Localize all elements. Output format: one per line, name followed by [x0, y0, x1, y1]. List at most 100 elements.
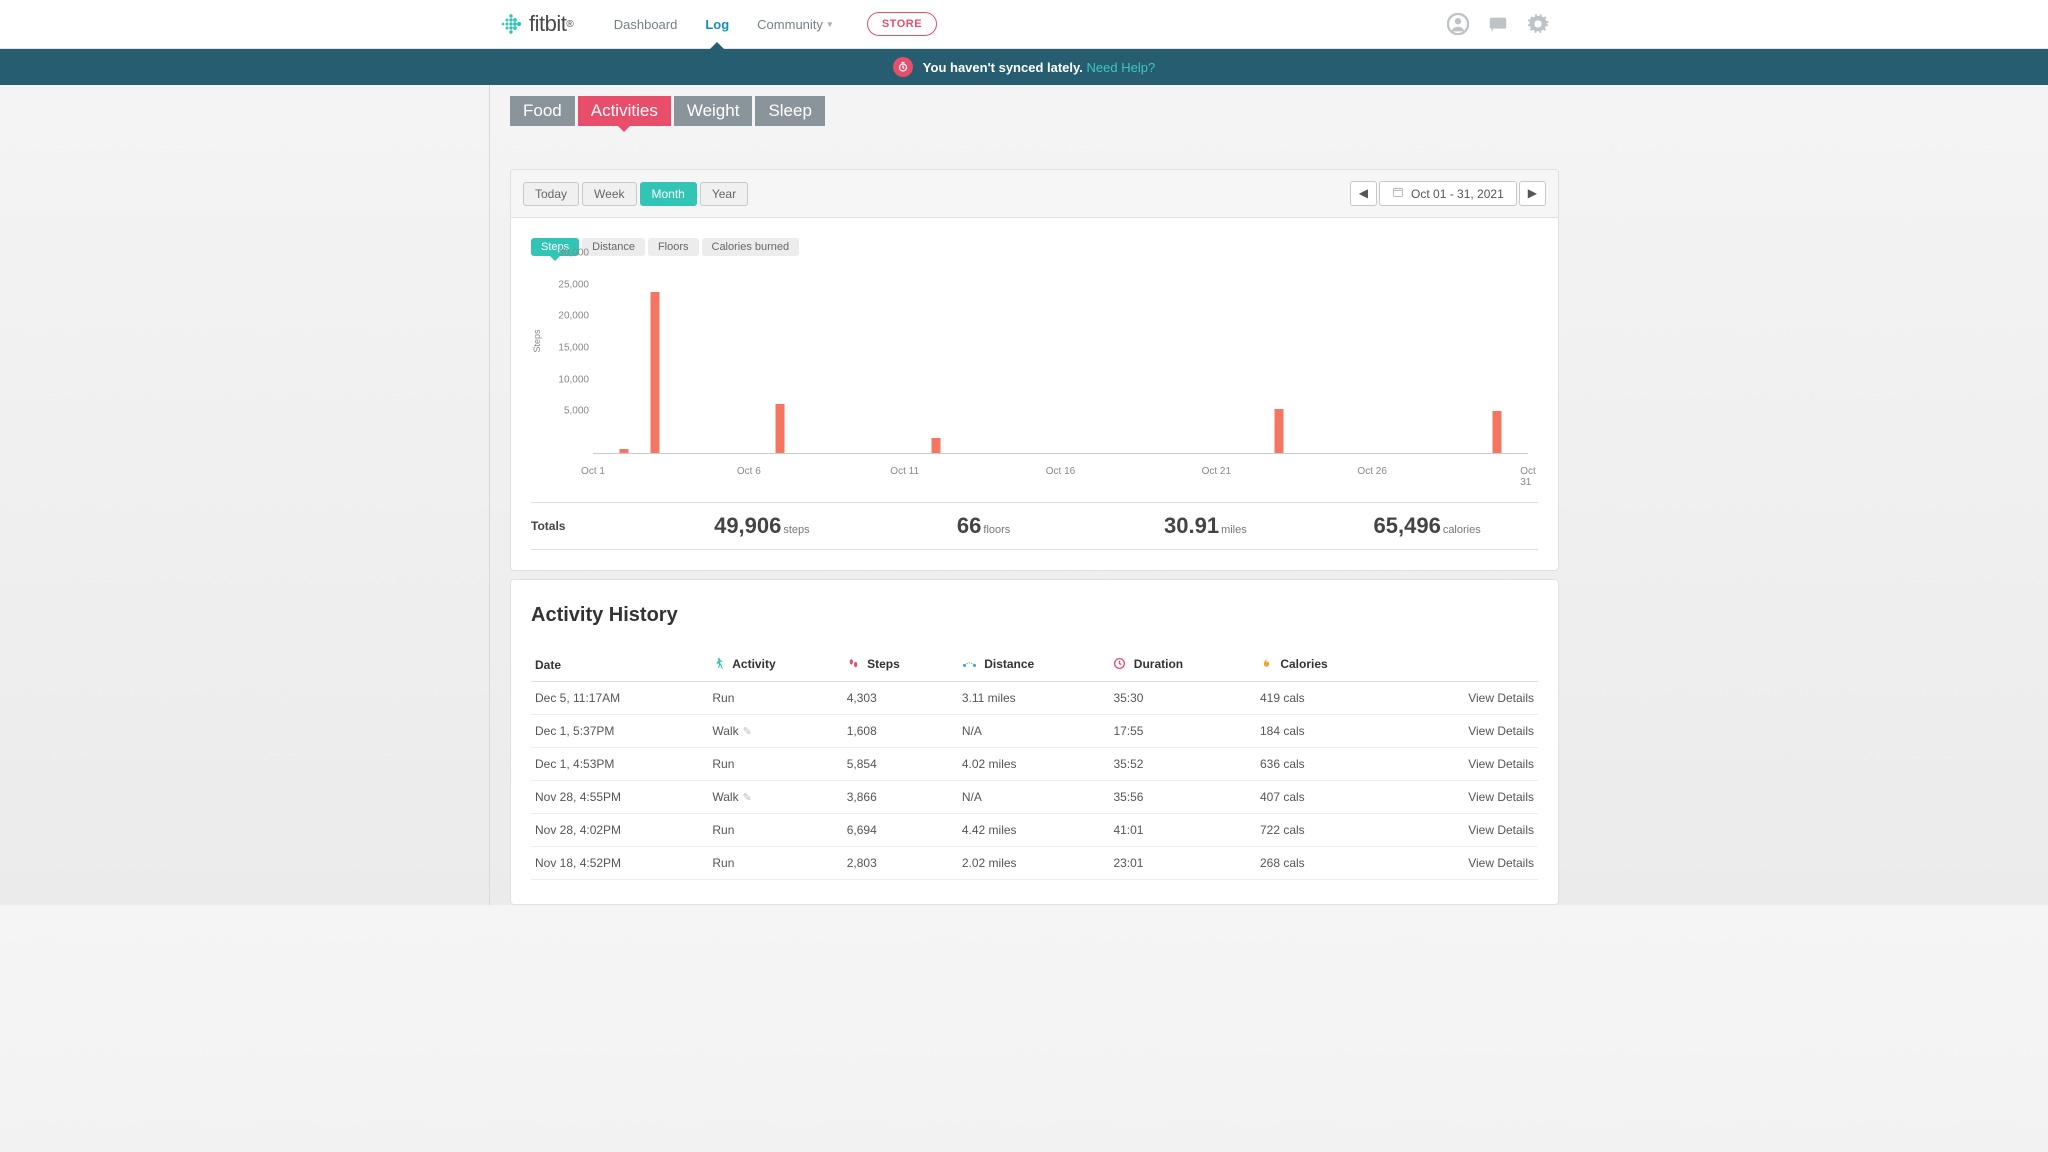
cell-distance: 2.02 miles — [958, 847, 1110, 880]
nav-log[interactable]: Log — [705, 0, 729, 49]
cell-distance: N/A — [958, 715, 1110, 748]
walk-icon — [712, 657, 725, 673]
total-distance: 30.91miles — [1095, 513, 1317, 539]
cell-date: Nov 28, 4:55PM — [531, 781, 708, 814]
cell-steps: 5,854 — [843, 748, 958, 781]
fitbit-dots-icon — [499, 12, 523, 36]
history-row: Nov 28, 4:55PMWalk✎3,866N/A35:56407 cals… — [531, 781, 1538, 814]
log-subtabs: Food Activities Weight Sleep — [510, 85, 1559, 126]
profile-icon[interactable] — [1447, 13, 1469, 35]
edit-pencil-icon[interactable]: ✎ — [743, 792, 752, 804]
metric-floors[interactable]: Floors — [648, 238, 699, 256]
cell-duration: 23:01 — [1109, 847, 1256, 880]
sync-alert-icon — [893, 57, 913, 77]
distance-icon — [962, 657, 977, 673]
subtab-weight[interactable]: Weight — [674, 96, 753, 126]
cell-activity: Walk✎ — [708, 781, 842, 814]
cell-activity: Run — [708, 814, 842, 847]
cell-calories: 184 cals — [1256, 715, 1399, 748]
edit-pencil-icon[interactable]: ✎ — [743, 726, 752, 738]
cell-steps: 2,803 — [843, 847, 958, 880]
subtab-food[interactable]: Food — [510, 96, 575, 126]
total-floors: 66floors — [873, 513, 1095, 539]
subtab-sleep[interactable]: Sleep — [755, 96, 824, 126]
cell-date: Dec 1, 5:37PM — [531, 715, 708, 748]
chart-bar[interactable] — [931, 438, 940, 453]
cell-steps: 3,866 — [843, 781, 958, 814]
col-activity: Activity — [708, 649, 842, 682]
clock-icon — [1113, 657, 1126, 673]
cell-steps: 4,303 — [843, 682, 958, 715]
history-table: Date Activity Steps — [531, 649, 1538, 880]
view-details-link[interactable]: View Details — [1399, 847, 1538, 880]
view-details-link[interactable]: View Details — [1399, 682, 1538, 715]
range-today[interactable]: Today — [523, 182, 579, 206]
cell-steps: 6,694 — [843, 814, 958, 847]
total-steps: 49,906steps — [651, 513, 873, 539]
totals-row: Totals 49,906steps 66floors 30.91miles 6… — [531, 502, 1538, 550]
chart-bar[interactable] — [620, 449, 629, 453]
cell-steps: 1,608 — [843, 715, 958, 748]
nav-dashboard[interactable]: Dashboard — [614, 0, 678, 49]
cell-date: Dec 5, 11:17AM — [531, 682, 708, 715]
sync-help-link[interactable]: Need Help? — [1087, 60, 1156, 75]
cell-activity: Run — [708, 847, 842, 880]
cell-calories: 419 cals — [1256, 682, 1399, 715]
fire-icon — [1260, 657, 1273, 673]
steps-icon — [847, 657, 860, 673]
cell-activity: Run — [708, 682, 842, 715]
cell-distance: 3.11 miles — [958, 682, 1110, 715]
range-year[interactable]: Year — [700, 182, 748, 206]
brand-logo[interactable]: fitbit® — [499, 11, 574, 37]
history-row: Nov 18, 4:52PMRun2,8032.02 miles23:01268… — [531, 847, 1538, 880]
cell-duration: 35:30 — [1109, 682, 1256, 715]
history-row: Dec 1, 4:53PMRun5,8544.02 miles35:52636 … — [531, 748, 1538, 781]
cell-distance: N/A — [958, 781, 1110, 814]
cell-activity: Run — [708, 748, 842, 781]
cell-duration: 35:56 — [1109, 781, 1256, 814]
cell-calories: 636 cals — [1256, 748, 1399, 781]
chart-bar[interactable] — [776, 404, 785, 453]
view-details-link[interactable]: View Details — [1399, 814, 1538, 847]
history-row: Dec 1, 5:37PMWalk✎1,608N/A17:55184 calsV… — [531, 715, 1538, 748]
cell-duration: 35:52 — [1109, 748, 1256, 781]
metric-distance[interactable]: Distance — [582, 238, 645, 256]
nav-community[interactable]: Community ▼ — [757, 0, 834, 49]
calendar-icon — [1392, 186, 1404, 201]
metric-calories[interactable]: Calories burned — [702, 238, 800, 256]
activity-history-card: Activity History Date Activity — [510, 579, 1559, 905]
history-row: Dec 5, 11:17AMRun4,3033.11 miles35:30419… — [531, 682, 1538, 715]
view-details-link[interactable]: View Details — [1399, 748, 1538, 781]
view-details-link[interactable]: View Details — [1399, 715, 1538, 748]
range-month[interactable]: Month — [640, 182, 697, 206]
total-calories: 65,496calories — [1316, 513, 1538, 539]
col-calories: Calories — [1256, 649, 1399, 682]
cell-activity: Walk✎ — [708, 715, 842, 748]
cell-distance: 4.42 miles — [958, 814, 1110, 847]
messages-icon[interactable] — [1487, 13, 1509, 35]
sync-message: You haven't synced lately. — [923, 60, 1083, 75]
cell-calories: 268 cals — [1256, 847, 1399, 880]
date-next-button[interactable]: ▶ — [1519, 181, 1546, 206]
view-details-link[interactable]: View Details — [1399, 781, 1538, 814]
chart-bar[interactable] — [1274, 409, 1283, 453]
top-navbar: fitbit® Dashboard Log Community ▼ STORE — [0, 0, 2048, 49]
chart-bar[interactable] — [1492, 411, 1501, 453]
store-button[interactable]: STORE — [867, 12, 937, 36]
totals-label: Totals — [531, 519, 651, 533]
date-prev-button[interactable]: ◀ — [1350, 181, 1377, 206]
col-steps: Steps — [843, 649, 958, 682]
subtab-activities[interactable]: Activities — [578, 96, 671, 126]
range-week[interactable]: Week — [582, 182, 636, 206]
date-range-display[interactable]: Oct 01 - 31, 2021 — [1379, 181, 1517, 206]
cell-calories: 722 cals — [1256, 814, 1399, 847]
brand-name: fitbit — [529, 11, 566, 37]
steps-bar-chart: Steps 5,00010,00015,00020,00025,00030,00… — [531, 264, 1538, 464]
history-title: Activity History — [531, 604, 1538, 627]
chart-bar[interactable] — [651, 292, 660, 454]
settings-gear-icon[interactable] — [1527, 13, 1549, 35]
col-date: Date — [531, 649, 708, 682]
activity-chart-card: Today Week Month Year ◀ Oct 01 - 31, 202… — [510, 169, 1559, 571]
cell-distance: 4.02 miles — [958, 748, 1110, 781]
col-duration: Duration — [1109, 649, 1256, 682]
